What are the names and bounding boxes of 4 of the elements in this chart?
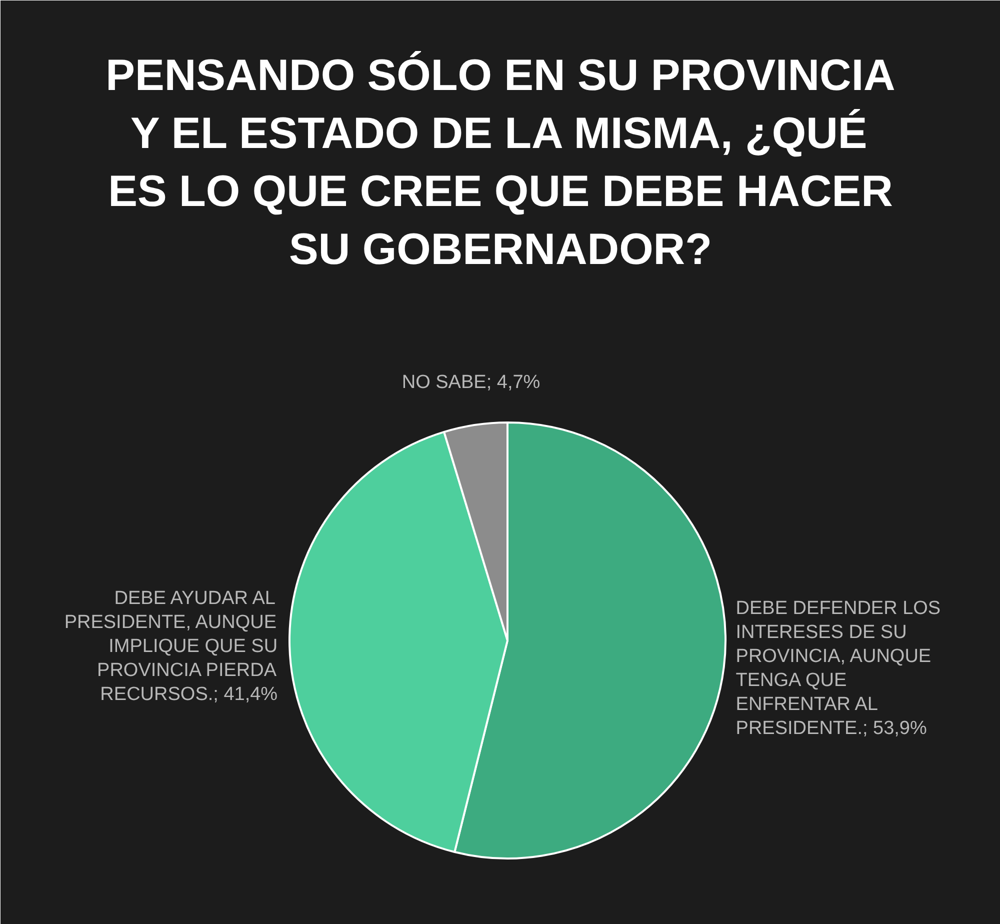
chart-title: PENSANDO SÓLO EN SU PROVINCIA Y EL ESTADO DE LA MISMA, ¿QUÉ ES LO QUE CREE QUE DEBE HACER SU GOBERNADOR? [106,51,896,274]
slice-label: DEBE DEFENDER LOS INTERESES DE SU PROVINCIA, AUNQUE TENGA QUE ENFRENTAR AL PRESIDENTE.; 53,9% [736,598,941,740]
slice-label: NO SABE; 4,7% [402,372,540,393]
slice-label: DEBE AYUDAR AL PRESIDENTE, AUNQUE IMPLIQUE QUE SU PROVINCIA PIERDA RECURSOS.; 41,4% [64,588,278,705]
